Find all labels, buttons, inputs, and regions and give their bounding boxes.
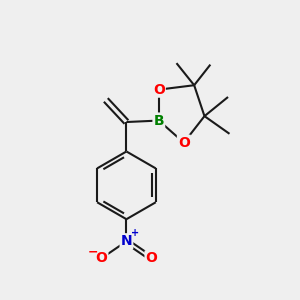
Text: +: + [130, 228, 139, 238]
Text: B: B [154, 114, 164, 128]
Text: O: O [153, 82, 165, 97]
Text: O: O [146, 251, 158, 266]
Text: O: O [178, 136, 190, 150]
Text: N: N [121, 234, 132, 248]
Text: O: O [95, 251, 107, 266]
Text: −: − [87, 245, 98, 258]
